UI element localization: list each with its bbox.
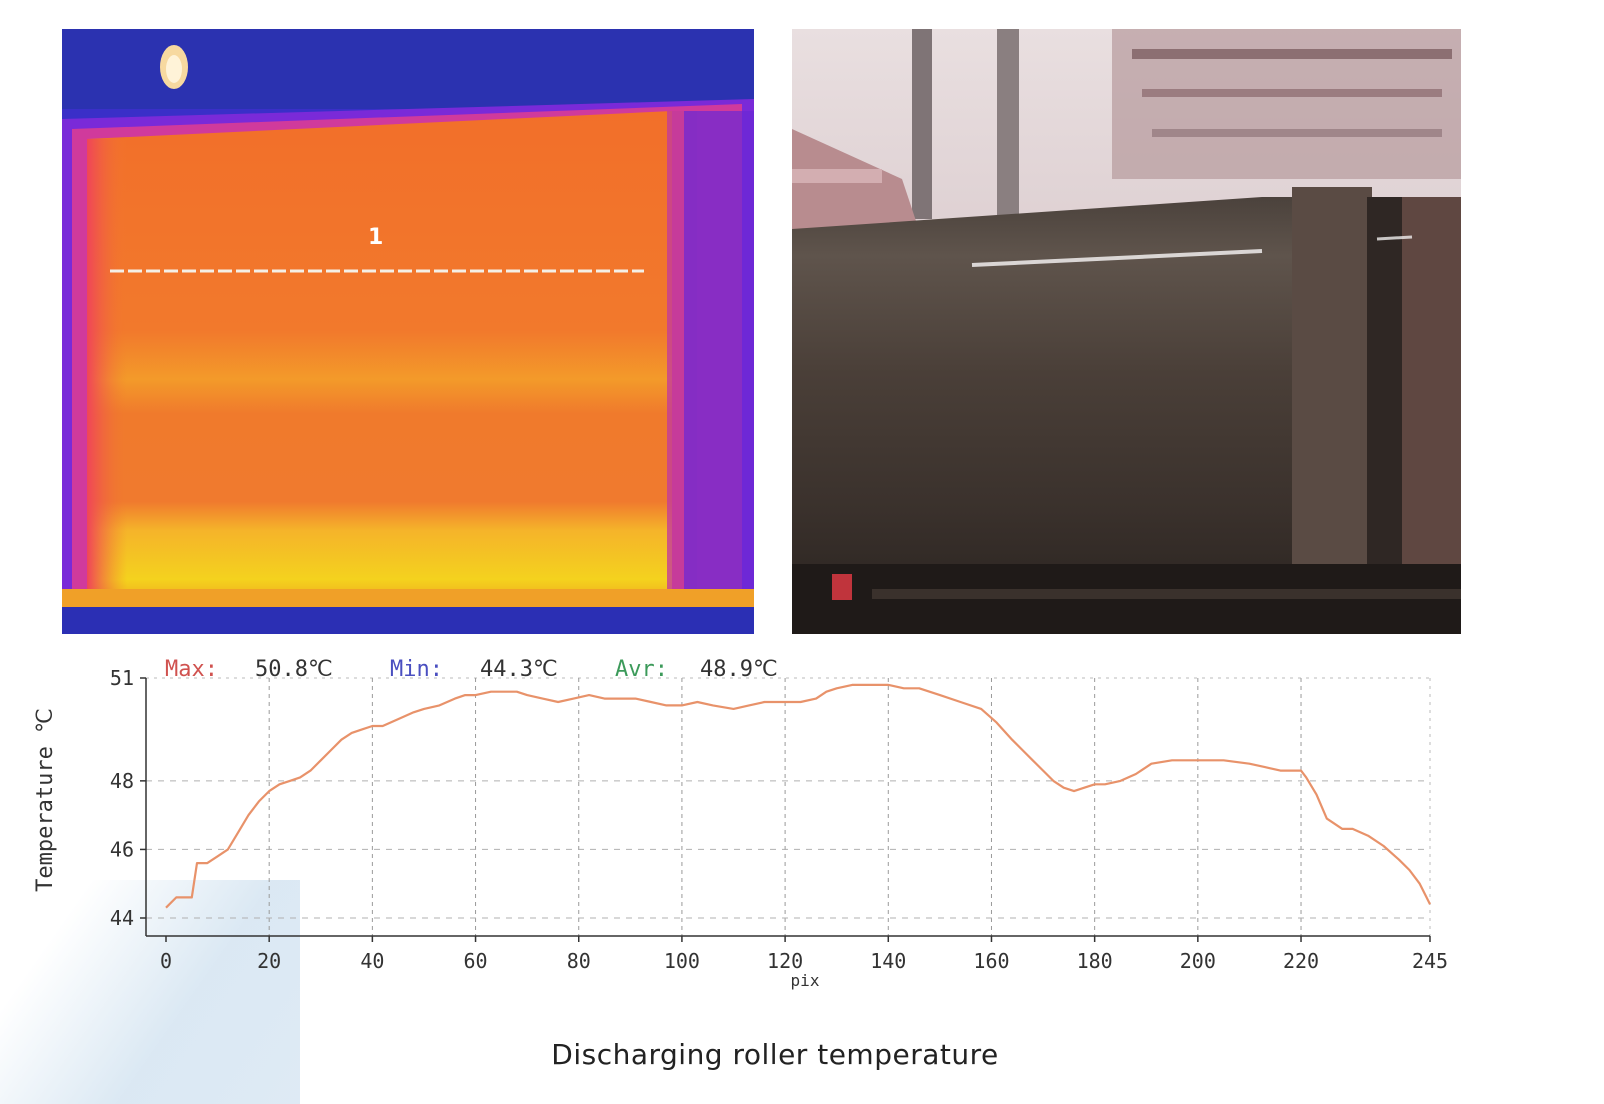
y-axis-label: Temperature ℃ [33, 708, 58, 892]
background-decoration [0, 880, 300, 1104]
thermal-image-graphic [62, 29, 754, 634]
x-tick-label: 80 [567, 949, 591, 973]
y-axis-ticks: 44 46 48 51 [110, 666, 146, 930]
x-tick-label: 200 [1180, 949, 1216, 973]
x-tick-label: 0 [160, 949, 172, 973]
x-tick-label: 60 [464, 949, 488, 973]
y-tick-label: 44 [110, 906, 134, 930]
stats-header: Max: 50.8℃ Min: 44.3℃ Avr: 48.9℃ [165, 657, 778, 682]
thermal-image: 1 [62, 29, 754, 634]
x-tick-label: 40 [360, 949, 384, 973]
chart-series [165, 683, 1431, 909]
chart-axes [145, 678, 1430, 937]
roller-photo [792, 29, 1461, 634]
x-tick-label: 20 [257, 949, 281, 973]
x-axis-ticks: 0 20 40 60 80 100 120 140 160 180 200 220 245 [160, 936, 1448, 973]
x-tick-label: 245 [1412, 949, 1448, 973]
x-tick-label: 220 [1283, 949, 1319, 973]
temperature-series-line [165, 683, 1431, 909]
roller-photo-graphic [792, 29, 1461, 634]
x-tick-label: 160 [973, 949, 1009, 973]
x-tick-label: 140 [870, 949, 906, 973]
temperature-line-chart: 0 20 40 60 80 100 120 140 160 180 200 220 245 44 46 48… [33, 666, 1448, 990]
y-tick-label: 48 [110, 769, 134, 793]
measurement-line-marker: 1 [368, 225, 384, 250]
max-label: Max: [165, 657, 218, 682]
y-tick-label: 46 [110, 837, 134, 861]
x-axis-label: pix [791, 971, 820, 990]
chart-grid [146, 677, 1431, 936]
y-tick-label: 51 [110, 666, 134, 690]
x-tick-label: 180 [1077, 949, 1113, 973]
x-tick-label: 120 [767, 949, 803, 973]
x-tick-label: 100 [664, 949, 700, 973]
figure-caption: Discharging roller temperature [551, 1038, 999, 1071]
